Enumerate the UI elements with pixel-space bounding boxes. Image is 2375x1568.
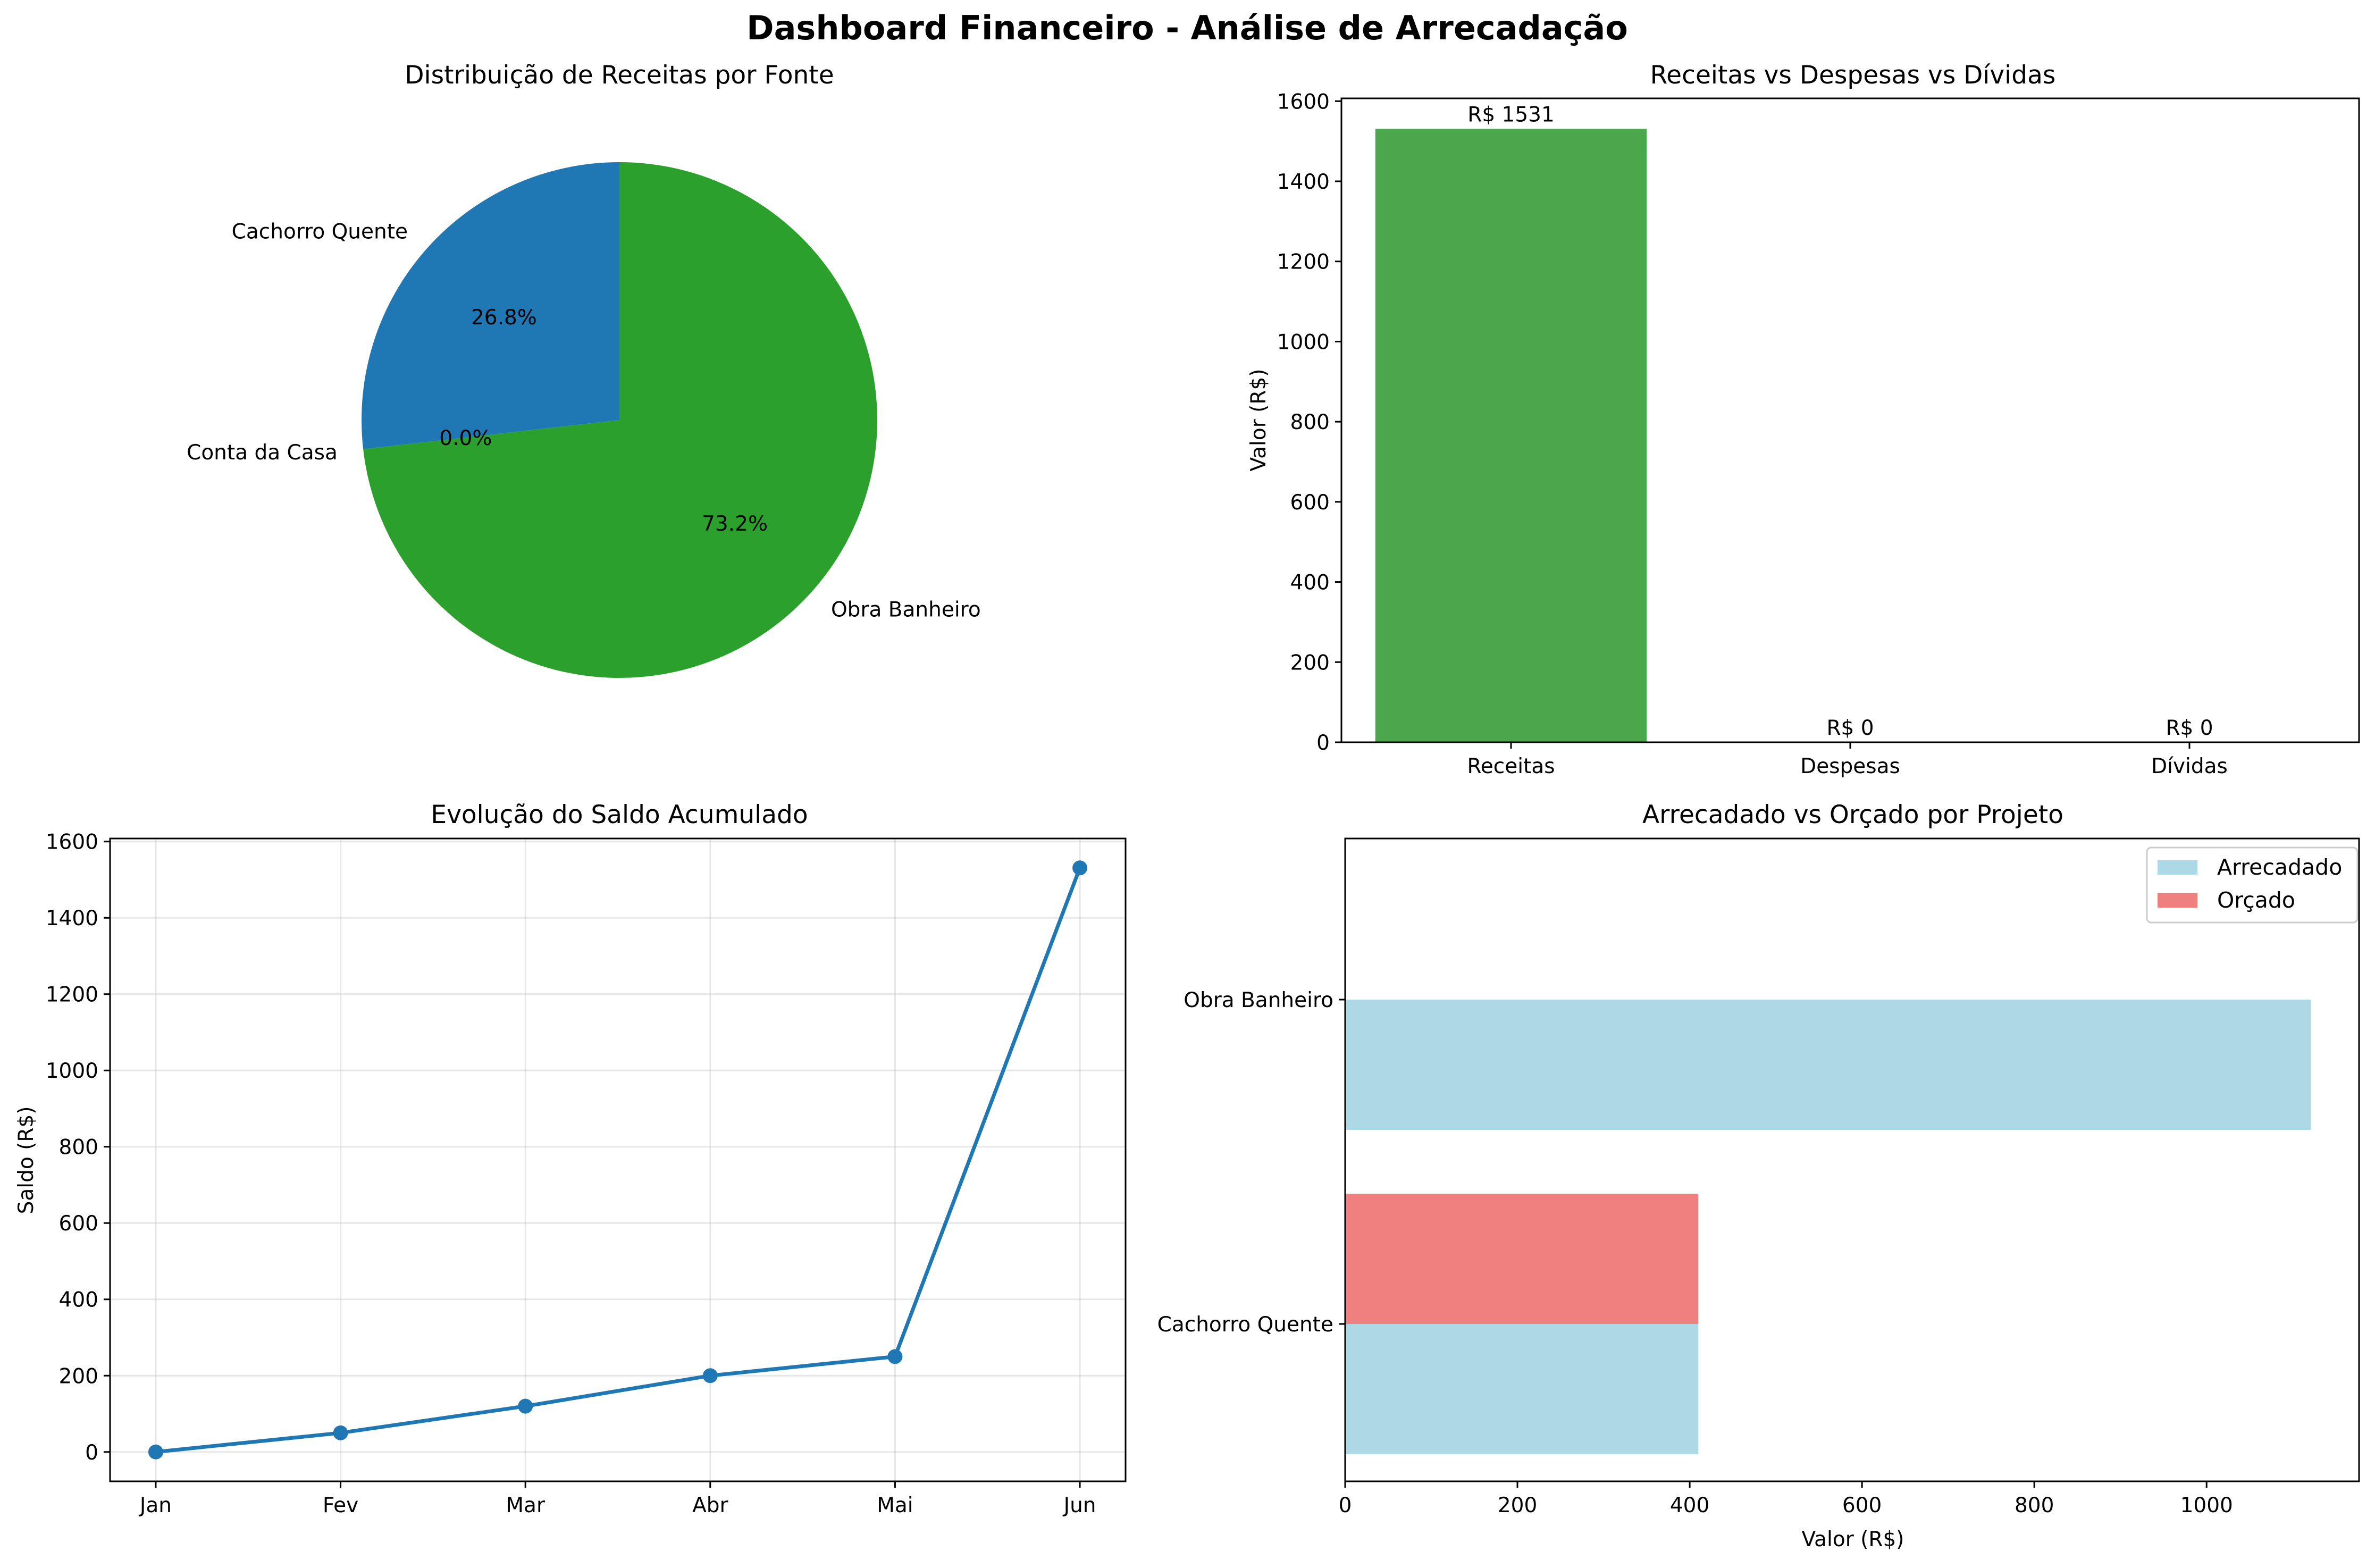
x-tick-label: 0	[1339, 1494, 1352, 1517]
y-tick-label-cachorro-quente: Cachorro Quente	[1157, 1313, 1333, 1337]
x-tick-label: 800	[2015, 1494, 2054, 1517]
plot-frame	[1344, 837, 2360, 1482]
bar-arrecadado-obra-banheiro	[1345, 1000, 2311, 1130]
bar-arrecadado-cachorro-quente	[1345, 1324, 1699, 1454]
pie-label-obra-banheiro: Obra Banheiro	[831, 598, 981, 622]
bar-chart-plot: 0 200 400 600 800 1000 1200 1400 1600 R$ 1531 Rece…	[1277, 90, 2360, 778]
y-tick-label: 1200	[1277, 250, 1330, 274]
hbar-chart-x-axis-label: Valor (R$)	[1801, 1528, 1904, 1552]
y-tick-label: 200	[1290, 651, 1330, 675]
x-tick-label: 600	[1842, 1494, 1882, 1517]
saldo-point-abr	[702, 1368, 718, 1383]
y-tick-label-obra-banheiro: Obra Banheiro	[1184, 988, 1333, 1012]
bar-chart-title: Receitas vs Despesas vs Dívidas	[1650, 61, 2056, 90]
legend-swatch-arrecadado	[2158, 860, 2197, 875]
y-tick-label: 1600	[46, 831, 98, 854]
line-chart-y-axis-label: Saldo (R$)	[14, 1106, 38, 1214]
plot-frame	[109, 837, 1127, 1482]
y-tick-label: 1000	[46, 1059, 98, 1083]
x-tick-label-jan: Jan	[138, 1494, 172, 1517]
x-tick-label: 200	[1498, 1494, 1537, 1517]
legend-swatch-orcado	[2158, 893, 2197, 908]
x-tick-label-fev: Fev	[323, 1494, 358, 1517]
y-tick-label: 600	[59, 1212, 98, 1236]
dashboard-title: Dashboard Financeiro - Análise de Arreca…	[746, 9, 1628, 47]
pie-pct-conta-da-casa: 0.0%	[439, 426, 492, 450]
y-tick-label: 1400	[1277, 170, 1330, 194]
x-tick-label-despesas: Despesas	[1800, 754, 1900, 778]
legend-label-arrecadado: Arrecadado	[2217, 854, 2342, 880]
y-tick-label: 400	[1290, 571, 1330, 595]
y-tick-label: 0	[85, 1441, 98, 1465]
pie-slice-cachorro-quente	[362, 162, 619, 449]
bar-chart-y-axis-label: Valor (R$)	[1247, 368, 1271, 471]
saldo-point-mai	[887, 1349, 903, 1364]
bar-value-label-receitas: R$ 1531	[1467, 103, 1555, 127]
pie-label-cachorro-quente: Cachorro Quente	[232, 220, 408, 244]
x-tick-label-receitas: Receitas	[1467, 754, 1555, 778]
y-tick-label: 200	[59, 1364, 98, 1388]
hbar-chart-title: Arrecadado vs Orçado por Projeto	[1642, 800, 2063, 829]
x-tick-label: 1000	[2180, 1494, 2233, 1517]
saldo-point-mar	[518, 1398, 533, 1414]
pie-label-conta-da-casa: Conta da Casa	[187, 441, 338, 465]
x-tick-label-jun: Jun	[1062, 1494, 1096, 1517]
saldo-series-line	[155, 867, 1082, 1454]
legend-label-orcado: Orçado	[2217, 887, 2295, 913]
x-tick-label-abr: Abr	[692, 1494, 728, 1517]
y-tick-label: 1600	[1277, 90, 1330, 114]
y-tick-label: 1400	[46, 907, 98, 930]
line-chart-plot: 0 200 400 600 800 1000 1200 1400 1600 Jan Fev Mar Ab…	[46, 831, 1127, 1517]
legend-frame	[2146, 846, 2359, 924]
line-chart-title: Evolução do Saldo Acumulado	[431, 800, 808, 829]
x-tick-label-mai: Mai	[877, 1494, 913, 1517]
x-tick-label-mar: Mar	[506, 1494, 546, 1517]
hbar-legend: Arrecadado Orçado	[2146, 846, 2359, 924]
x-tick-label-dividas: Dívidas	[2151, 754, 2228, 778]
saldo-point-fev	[333, 1425, 348, 1440]
y-tick-label: 800	[1290, 410, 1330, 434]
income-expense-debt-bar-chart: Receitas vs Despesas vs Dívidas Valor (R…	[1247, 61, 2360, 778]
revenue-pie-chart: Distribuição de Receitas por Fonte Cacho…	[187, 61, 981, 678]
plot-frame	[1340, 97, 2360, 743]
hbar-chart-plot: 0 200 400 600 800 1000 Cachorro Quente Obra Ban…	[1157, 837, 2360, 1517]
bar-value-label-dividas: R$ 0	[2166, 716, 2213, 740]
pie-slices	[362, 162, 877, 678]
bar-receitas	[1375, 129, 1647, 742]
y-tick-label: 0	[1316, 731, 1330, 755]
saldo-point-jun	[1072, 860, 1088, 876]
y-tick-label: 800	[59, 1136, 98, 1160]
bar-value-label-despesas: R$ 0	[1826, 716, 1874, 740]
pie-pct-cachorro-quente: 26.8%	[471, 306, 537, 330]
saldo-point-jan	[148, 1444, 163, 1460]
x-tick-label: 400	[1670, 1494, 1709, 1517]
project-hbar-chart: Arrecadado vs Orçado por Projeto Valor (…	[1157, 800, 2360, 1552]
pie-pct-obra-banheiro: 73.2%	[702, 512, 768, 536]
balance-line-chart: Evolução do Saldo Acumulado Saldo (R$) 0…	[14, 800, 1127, 1517]
y-tick-label: 1200	[46, 983, 98, 1007]
y-tick-label: 600	[1290, 491, 1330, 515]
pie-labels: Cachorro Quente 26.8% Conta da Casa 0.0% Obr…	[187, 220, 981, 622]
y-tick-label: 1000	[1277, 330, 1330, 354]
pie-chart-title: Distribuição de Receitas por Fonte	[405, 61, 834, 90]
y-tick-label: 400	[59, 1288, 98, 1312]
bar-orcado-cachorro-quente	[1345, 1194, 1699, 1324]
pie-slice-obra-banheiro	[363, 162, 877, 678]
